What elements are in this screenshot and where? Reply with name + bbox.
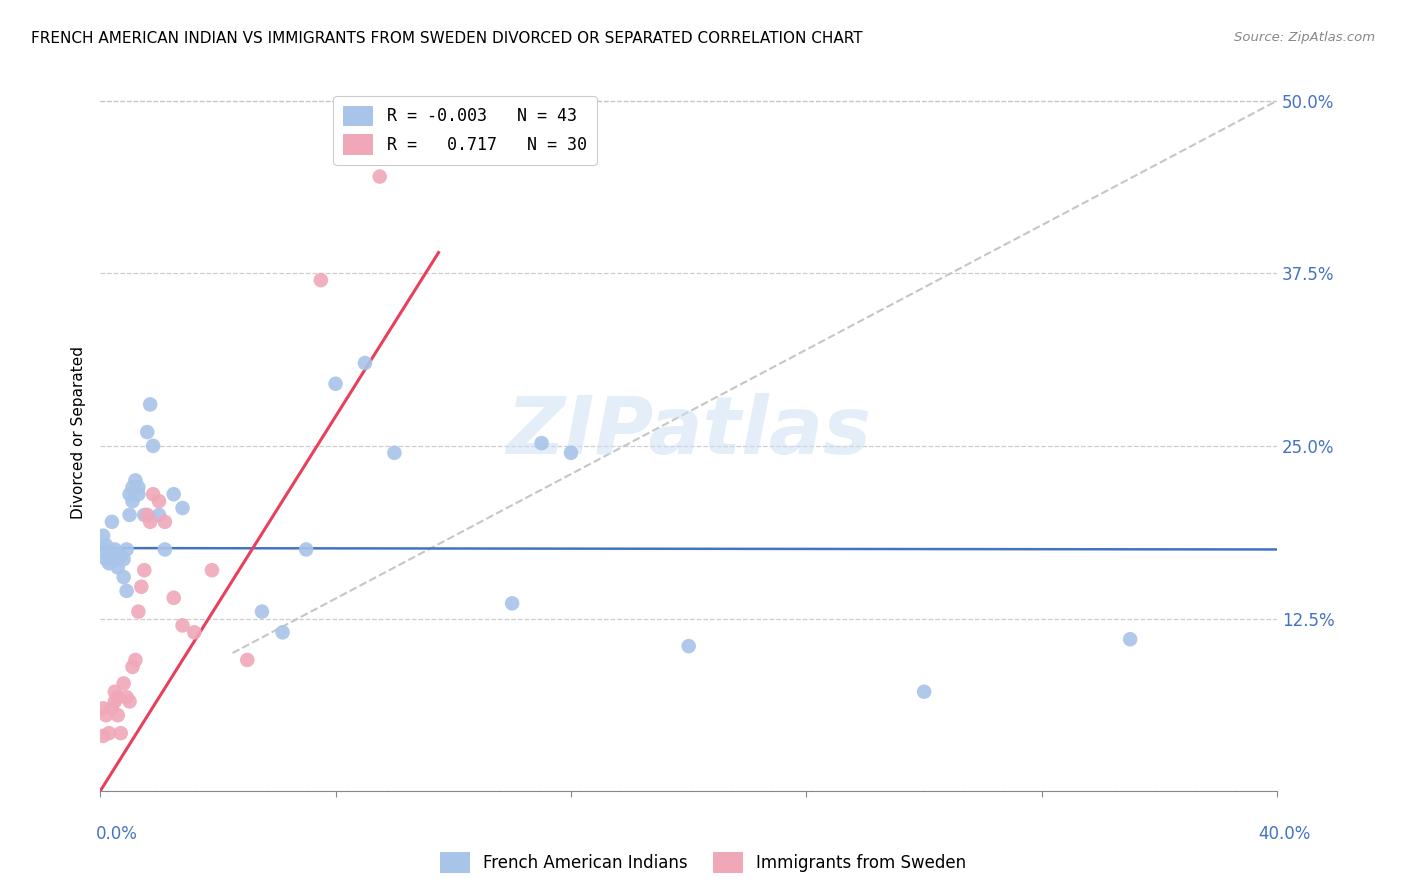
Y-axis label: Divorced or Separated: Divorced or Separated [72, 345, 86, 518]
Text: FRENCH AMERICAN INDIAN VS IMMIGRANTS FROM SWEDEN DIVORCED OR SEPARATED CORRELATI: FRENCH AMERICAN INDIAN VS IMMIGRANTS FRO… [31, 31, 862, 46]
Text: Source: ZipAtlas.com: Source: ZipAtlas.com [1234, 31, 1375, 45]
Point [118, 487, 141, 501]
Point [104, 694, 127, 708]
Point [172, 501, 194, 516]
Point [384, 446, 406, 460]
Point [115, 542, 138, 557]
Point [501, 596, 523, 610]
Point [136, 508, 159, 522]
Point [295, 542, 318, 557]
Point [115, 583, 138, 598]
Text: ZIPatlas: ZIPatlas [506, 393, 872, 471]
Text: 0.0%: 0.0% [96, 825, 138, 843]
Point [153, 542, 176, 557]
Point [94, 708, 117, 723]
Point [309, 273, 332, 287]
Point [107, 708, 129, 723]
Point [121, 480, 143, 494]
Point [142, 487, 165, 501]
Point [271, 625, 294, 640]
Point [121, 660, 143, 674]
Point [121, 494, 143, 508]
Point [91, 701, 114, 715]
Point [912, 684, 935, 698]
Point [110, 549, 132, 564]
Point [560, 446, 582, 460]
Point [127, 605, 149, 619]
Point [127, 487, 149, 501]
Point [236, 653, 259, 667]
Point [112, 552, 135, 566]
Point [94, 552, 117, 566]
Point [678, 639, 700, 653]
Point [104, 684, 127, 698]
Point [368, 169, 391, 184]
Point [153, 515, 176, 529]
Point [124, 474, 146, 488]
Point [97, 726, 120, 740]
Legend: R = -0.003   N = 43, R =   0.717   N = 30: R = -0.003 N = 43, R = 0.717 N = 30 [333, 95, 596, 165]
Point [97, 556, 120, 570]
Point [134, 508, 156, 522]
Point [91, 542, 114, 557]
Point [112, 676, 135, 690]
Point [110, 726, 132, 740]
Point [118, 694, 141, 708]
Point [148, 494, 170, 508]
Legend: French American Indians, Immigrants from Sweden: French American Indians, Immigrants from… [433, 846, 973, 880]
Point [354, 356, 377, 370]
Point [118, 508, 141, 522]
Point [131, 580, 153, 594]
Point [139, 397, 162, 411]
Point [530, 436, 553, 450]
Point [201, 563, 224, 577]
Text: 40.0%: 40.0% [1258, 825, 1310, 843]
Point [134, 563, 156, 577]
Point [107, 547, 129, 561]
Point [107, 690, 129, 705]
Point [127, 480, 149, 494]
Point [139, 515, 162, 529]
Point [136, 425, 159, 439]
Point [91, 729, 114, 743]
Point [183, 625, 205, 640]
Point [91, 529, 114, 543]
Point [250, 605, 273, 619]
Point [97, 549, 120, 564]
Point [163, 487, 186, 501]
Point [107, 560, 129, 574]
Point [104, 542, 127, 557]
Point [163, 591, 186, 605]
Point [101, 515, 124, 529]
Point [104, 552, 127, 566]
Point [124, 653, 146, 667]
Point [325, 376, 347, 391]
Point [112, 570, 135, 584]
Point [115, 690, 138, 705]
Point [1119, 632, 1142, 647]
Point [148, 508, 170, 522]
Point [94, 538, 117, 552]
Point [142, 439, 165, 453]
Point [172, 618, 194, 632]
Point [101, 701, 124, 715]
